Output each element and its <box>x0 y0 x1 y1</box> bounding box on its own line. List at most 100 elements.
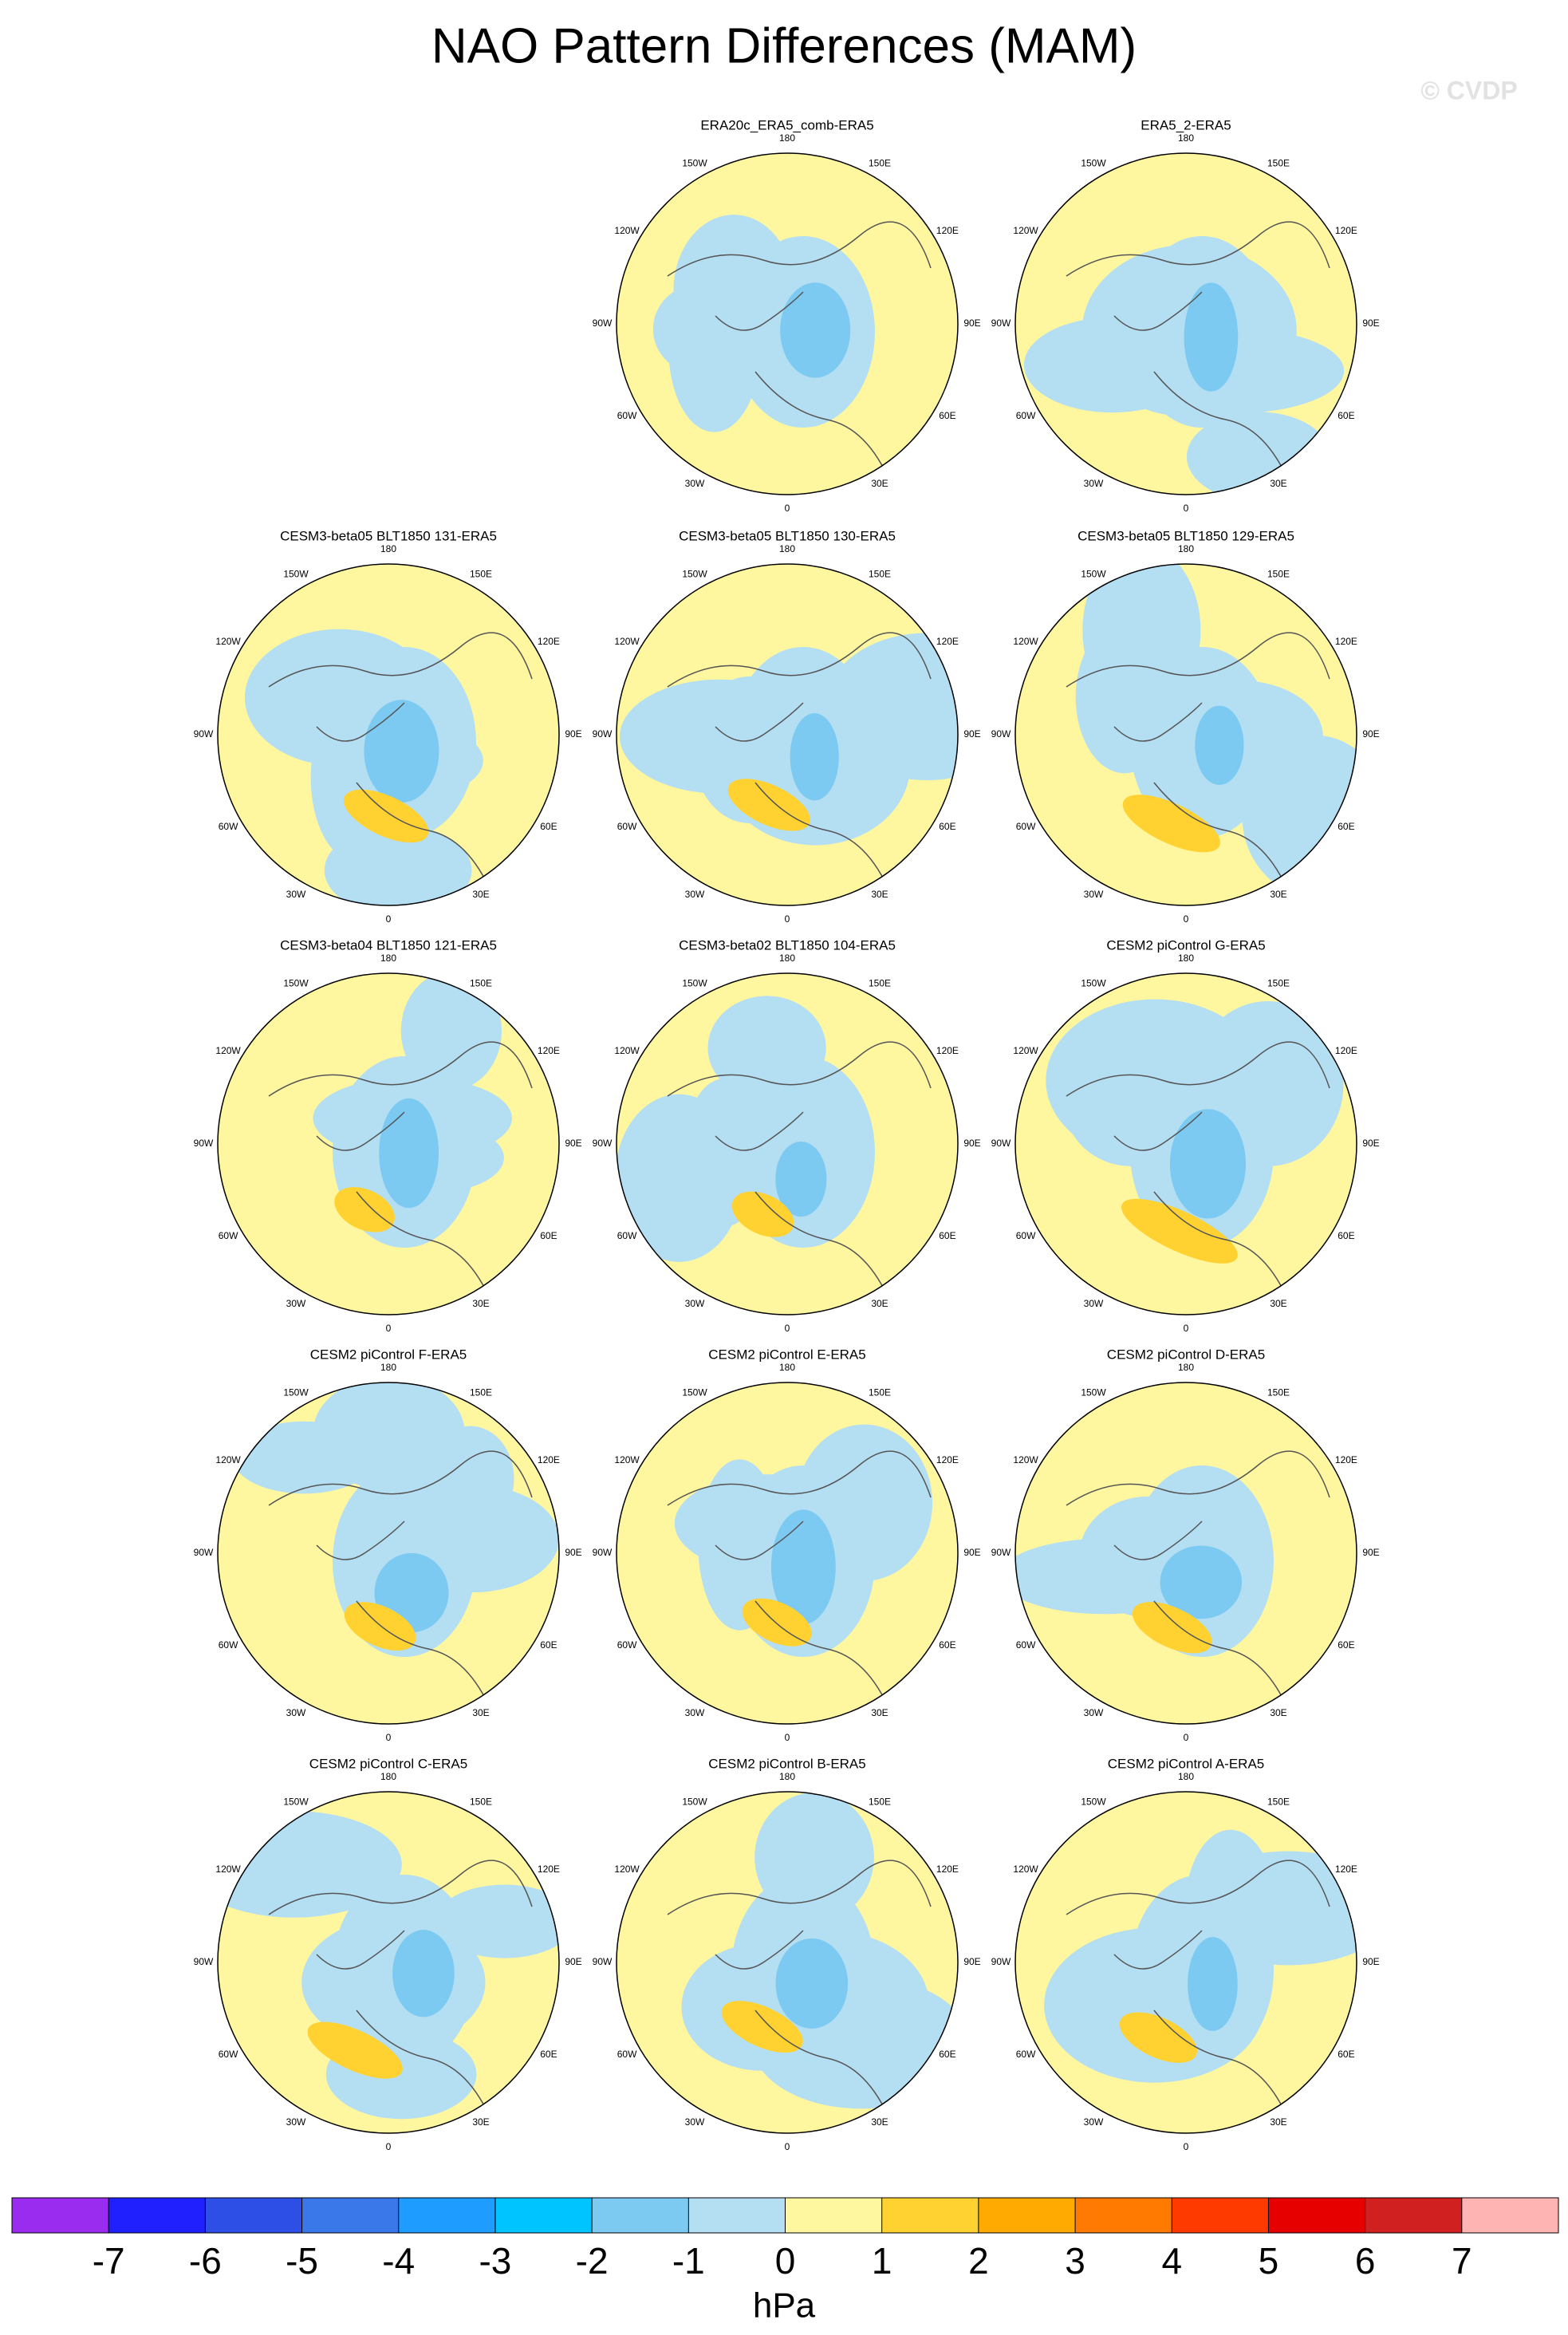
map-border <box>1014 972 1357 1315</box>
longitude-label: 180 <box>779 1362 795 1373</box>
negative-anomaly-core <box>790 713 839 801</box>
longitude-label: 120E <box>936 1454 959 1465</box>
coastline <box>1066 221 1330 484</box>
longitude-label: 60E <box>939 2049 955 2060</box>
longitude-label: 90W <box>194 1547 214 1558</box>
longitude-label: 30W <box>1084 1707 1104 1718</box>
coastline <box>667 1041 932 1304</box>
negative-anomaly-core <box>379 1098 439 1209</box>
longitude-label: 0 <box>785 1732 790 1743</box>
panel-title: CESM2 piControl B-ERA5 <box>708 1756 865 1771</box>
colorbar-box <box>205 2198 302 2233</box>
colorbar-box <box>301 2198 399 2233</box>
colorbar-tick-label: 4 <box>1161 2240 1182 2282</box>
panel-title: ERA20c_ERA5_comb-ERA5 <box>700 117 873 132</box>
longitude-label: 60E <box>939 410 955 421</box>
longitude-label: 0 <box>1184 1732 1189 1743</box>
negative-anomaly-core <box>1188 1937 1238 2031</box>
longitude-label: 30W <box>685 889 705 900</box>
coastline <box>667 1450 932 1714</box>
longitude-label: 90E <box>1362 1547 1379 1558</box>
colorbar-tick-label: -7 <box>93 2240 125 2282</box>
longitude-label: 90W <box>593 728 613 740</box>
longitude-label: 150E <box>869 1796 891 1807</box>
positive-anomaly <box>731 1191 794 1237</box>
coastline <box>667 632 932 895</box>
panel-title: CESM2 piControl A-ERA5 <box>1108 1756 1265 1771</box>
longitude-label: 90W <box>593 1956 613 1967</box>
longitude-label: 120W <box>1013 1864 1038 1875</box>
coastline <box>1066 1450 1330 1714</box>
colorbar-box <box>398 2198 495 2233</box>
longitude-label: 120E <box>936 225 959 236</box>
longitude-label: 60E <box>1338 1639 1354 1651</box>
negative-anomaly <box>313 1382 465 1490</box>
map-border <box>616 152 959 495</box>
longitude-label: 90E <box>565 1956 581 1967</box>
longitude-label: 120W <box>614 1045 640 1056</box>
longitude-label: 0 <box>1184 2141 1189 2152</box>
colorbar-tick-label: 7 <box>1452 2240 1472 2282</box>
longitude-label: 180 <box>380 1771 396 1782</box>
longitude-label: 90W <box>991 1956 1011 1967</box>
longitude-label: 150W <box>1081 1796 1106 1807</box>
longitude-label: 120W <box>215 1045 241 1056</box>
map-border <box>616 1382 959 1725</box>
longitude-label: 30W <box>286 2116 306 2128</box>
positive-anomaly <box>343 789 429 843</box>
longitude-label: 30E <box>871 478 888 489</box>
longitude-label: 60W <box>1016 821 1036 832</box>
longitude-label: 120E <box>538 1864 560 1875</box>
longitude-label: 150E <box>1267 1386 1290 1398</box>
longitude-label: 30E <box>472 889 489 900</box>
longitude-label: 90E <box>1362 318 1379 329</box>
longitude-label: 90E <box>565 1547 581 1558</box>
map-field <box>218 973 559 1315</box>
longitude-label: 60W <box>1016 410 1036 421</box>
longitude-label: 120E <box>936 636 959 647</box>
map-field <box>617 153 958 495</box>
map-field <box>1015 564 1357 905</box>
longitude-label: 150E <box>869 1386 891 1398</box>
colorbar-tick-label: 6 <box>1355 2240 1376 2282</box>
map-field <box>1015 1382 1357 1724</box>
longitude-label: 120E <box>538 1454 560 1465</box>
positive-anomaly <box>727 779 810 831</box>
longitude-label: 60W <box>219 2049 238 2060</box>
longitude-label: 60E <box>540 2049 557 2060</box>
longitude-label: 0 <box>785 2141 790 2152</box>
longitude-label: 90E <box>963 318 980 329</box>
negative-anomaly-core <box>392 1930 455 2017</box>
colorbar-box <box>108 2198 206 2233</box>
map-border <box>616 563 959 906</box>
longitude-label: 120E <box>1335 1045 1357 1056</box>
longitude-label: 180 <box>1178 1362 1194 1373</box>
negative-anomaly-core <box>364 700 439 803</box>
longitude-label: 120E <box>538 636 560 647</box>
colorbar-tick-label: -2 <box>576 2240 609 2282</box>
longitude-label: 180 <box>1178 543 1194 554</box>
map-field <box>617 973 958 1315</box>
longitude-label: 150W <box>1081 568 1106 579</box>
coastline <box>667 221 932 484</box>
longitude-label: 30W <box>286 889 306 900</box>
colorbar-tick-label: -3 <box>479 2240 511 2282</box>
map-border <box>616 972 959 1315</box>
longitude-label: 150W <box>283 1796 309 1807</box>
coastline <box>1066 1860 1330 2123</box>
map-border <box>217 972 560 1315</box>
longitude-label: 0 <box>386 1323 392 1334</box>
longitude-label: 180 <box>380 953 396 964</box>
longitude-label: 30W <box>685 1298 705 1309</box>
longitude-label: 150W <box>1081 977 1106 988</box>
longitude-label: 150W <box>682 1796 707 1807</box>
positive-anomaly <box>742 1598 812 1647</box>
coastline <box>268 1860 533 2123</box>
